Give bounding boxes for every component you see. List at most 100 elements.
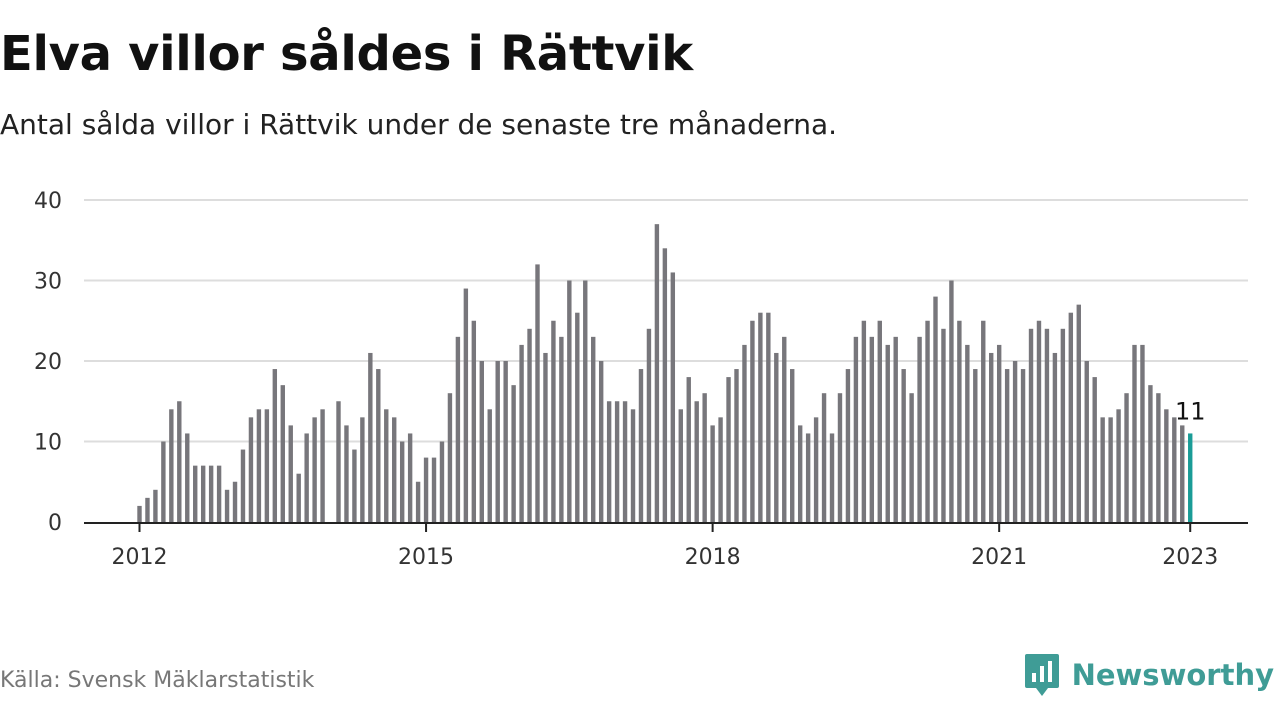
y-tick-label: 0 bbox=[48, 511, 62, 536]
bar bbox=[248, 417, 254, 522]
bar bbox=[742, 344, 747, 522]
bar bbox=[511, 385, 516, 522]
bar bbox=[495, 361, 500, 522]
bar bbox=[463, 288, 469, 522]
bar bbox=[344, 425, 349, 522]
bar bbox=[1060, 328, 1066, 522]
bar bbox=[1140, 344, 1145, 522]
x-tick-label: 2021 bbox=[971, 545, 1027, 570]
bar bbox=[861, 320, 867, 522]
bar bbox=[734, 369, 739, 522]
bar bbox=[877, 320, 882, 522]
x-tick-label: 2012 bbox=[112, 545, 168, 570]
bar bbox=[750, 320, 755, 522]
x-tick-label: 2015 bbox=[398, 545, 454, 570]
bar bbox=[1068, 312, 1074, 522]
bar bbox=[415, 481, 421, 522]
bar bbox=[981, 320, 986, 522]
bar bbox=[654, 224, 660, 522]
bar bbox=[1052, 352, 1058, 522]
bar bbox=[185, 433, 190, 522]
bars bbox=[137, 224, 1193, 523]
bar bbox=[893, 336, 898, 522]
bar bbox=[216, 465, 222, 522]
bar bbox=[941, 328, 946, 522]
bar bbox=[718, 417, 723, 522]
bar bbox=[646, 328, 652, 522]
chart-subtitle: Antal sålda villor i Rättvik under de se… bbox=[0, 108, 838, 141]
bar bbox=[1092, 377, 1097, 522]
bar bbox=[208, 465, 214, 522]
bar bbox=[145, 497, 150, 522]
brand[interactable]: Newsworthy bbox=[1024, 652, 1274, 698]
bar bbox=[821, 393, 827, 522]
bar bbox=[320, 409, 325, 522]
bar bbox=[774, 352, 779, 522]
bar bbox=[224, 489, 230, 522]
bar bbox=[1028, 328, 1034, 522]
bar bbox=[1076, 304, 1081, 522]
bar bbox=[662, 248, 668, 523]
chart-title: Elva villor såldes i Rättvik bbox=[0, 26, 693, 82]
bar bbox=[431, 457, 437, 522]
bar bbox=[1164, 409, 1169, 522]
bar bbox=[336, 401, 341, 522]
bar bbox=[543, 352, 548, 522]
bar bbox=[813, 417, 819, 522]
bar bbox=[177, 401, 182, 522]
bar bbox=[256, 409, 262, 522]
bar bbox=[376, 369, 381, 522]
bar bbox=[853, 336, 859, 522]
bar bbox=[1020, 369, 1026, 522]
bar bbox=[161, 441, 166, 522]
bar bbox=[837, 393, 843, 522]
bar bbox=[535, 264, 540, 522]
bar bbox=[973, 369, 978, 522]
bar bbox=[686, 377, 691, 522]
bar bbox=[551, 320, 556, 522]
bar bbox=[288, 425, 293, 522]
bar bbox=[439, 441, 445, 522]
tick-labels: 0 10 20 30 40 2012 2015 2018 2021 2023 11 bbox=[34, 189, 1218, 570]
bar bbox=[1180, 425, 1185, 522]
bar bbox=[1100, 417, 1105, 522]
bar bbox=[1004, 369, 1010, 522]
bar bbox=[989, 352, 994, 522]
bar bbox=[1148, 385, 1153, 522]
y-tick-label: 10 bbox=[34, 431, 62, 456]
bar bbox=[622, 401, 628, 522]
bar bbox=[137, 505, 142, 522]
bar bbox=[399, 441, 405, 522]
bar bbox=[925, 320, 930, 522]
bar bbox=[869, 336, 875, 522]
bar bbox=[996, 344, 1002, 522]
bar bbox=[384, 409, 389, 522]
bar bbox=[312, 417, 317, 522]
bar bbox=[901, 369, 906, 522]
bar bbox=[805, 433, 811, 522]
bar bbox=[1172, 417, 1177, 522]
bar bbox=[1044, 328, 1050, 522]
data-label-last: 11 bbox=[1175, 397, 1206, 425]
bar bbox=[407, 433, 413, 522]
bar bbox=[471, 320, 477, 522]
bar bbox=[1108, 417, 1113, 522]
bar bbox=[153, 489, 158, 522]
bar bbox=[614, 401, 620, 522]
bar bbox=[240, 449, 246, 522]
bar bbox=[368, 352, 373, 522]
bar bbox=[447, 393, 453, 522]
bar bbox=[503, 361, 508, 522]
bar bbox=[193, 465, 198, 522]
bar bbox=[280, 385, 285, 522]
bar bbox=[1116, 409, 1121, 522]
bar bbox=[1012, 361, 1018, 522]
bar bbox=[917, 336, 922, 522]
bar bbox=[1124, 393, 1129, 522]
bar bbox=[264, 409, 270, 522]
bar bbox=[933, 296, 938, 522]
bar bbox=[710, 425, 715, 522]
bar bbox=[1156, 393, 1161, 522]
bar bbox=[829, 433, 835, 522]
bar bbox=[630, 409, 636, 522]
